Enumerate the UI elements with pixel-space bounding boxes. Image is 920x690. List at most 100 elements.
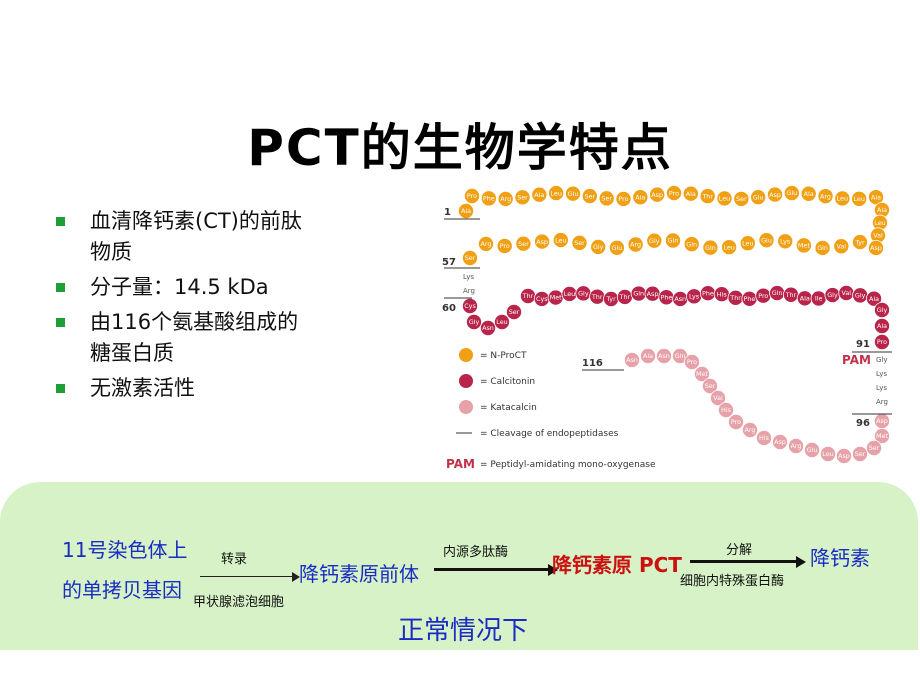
residue-label: Tyr (854, 238, 865, 246)
residue-label: Met (550, 294, 562, 302)
residue-bead (463, 187, 480, 204)
gene-label-line1: 11号染色体上 (62, 538, 188, 562)
residue-bead (514, 189, 531, 206)
bullet-item: 血清降钙素(CT)的前肽 物质 (52, 206, 362, 268)
residue-label: Ile (815, 295, 823, 303)
page-title: PCT的生物学特点 (247, 119, 673, 177)
residue-bead (739, 235, 756, 252)
residue-label: Val (837, 242, 847, 250)
residue-label: Pro (758, 292, 768, 300)
residue-bead (496, 237, 513, 254)
position-number: 116 (582, 358, 603, 369)
residue-label: Ala (643, 352, 653, 360)
residue-label: Met (798, 242, 810, 250)
residue-label: Ala (877, 206, 887, 214)
legend-text: = Katacalcin (480, 403, 537, 413)
residue-label: Leu (496, 318, 507, 326)
residue-bead (873, 302, 890, 319)
residue-bead (783, 185, 800, 202)
residue-label: Thr (522, 292, 534, 300)
residue-label: Pro (877, 338, 887, 346)
residue-bead (755, 429, 772, 446)
residue-label: Gln (633, 290, 644, 298)
residue-label: Leu (874, 219, 885, 227)
pre-pro-calcitonin-label: 降钙素原前体 (299, 562, 419, 586)
residue-bead (478, 235, 495, 252)
residue-bead (646, 232, 663, 249)
flow-caption: 正常情况下 (398, 616, 529, 646)
step-decompose-label: 分解 (726, 543, 753, 558)
residue-bead (851, 445, 868, 462)
residue-label: Lys (780, 237, 791, 245)
residue-bead (851, 234, 868, 251)
residue-bead (741, 421, 758, 438)
residue-bead (665, 185, 682, 202)
residue-label: Thr (785, 291, 797, 299)
residue-label: Asn (674, 295, 686, 303)
residue-label: Thr (729, 294, 741, 302)
step-protease-label: 细胞内特殊蛋白酶 (680, 574, 785, 589)
residue-label: Pro (731, 418, 741, 426)
link-residue-label: Gly (876, 356, 888, 364)
residue-label: Arg (791, 442, 802, 450)
residue-bead (480, 190, 497, 207)
residue-label: Gln (817, 244, 828, 252)
residue-bead (465, 313, 482, 330)
legend-bead-icon (459, 374, 473, 388)
residue-label: His (759, 434, 770, 442)
bullet-item: 无激素活性 (52, 373, 362, 404)
residue-bead (814, 239, 831, 256)
residue-bead (771, 433, 788, 450)
link-residue-label: Lys (876, 384, 887, 392)
residue-label: Thr (591, 293, 603, 301)
residue-label: Ala (800, 294, 810, 302)
residue-bead (699, 188, 716, 205)
residue-label: Glu (761, 236, 772, 244)
residue-bead (693, 365, 710, 382)
residue-label: Glu (807, 446, 818, 454)
link-residue-label: Lys (876, 370, 887, 378)
residue-label: Thr (619, 293, 631, 301)
residue-bead (682, 185, 699, 202)
residue-bead (627, 236, 644, 253)
pct-label: 降钙素原 PCT (552, 553, 682, 577)
bullet-item: 由116个氨基酸组成的 糖蛋白质 (52, 307, 362, 369)
residue-label: Pro (687, 358, 697, 366)
residue-label: Arg (630, 241, 641, 249)
residue-label: Asp (774, 438, 786, 446)
residue-bead (615, 190, 632, 207)
residue-bead (835, 447, 852, 464)
residue-bead (851, 190, 868, 207)
residue-label: Asn (626, 356, 638, 364)
residue-bead (800, 185, 817, 202)
legend-text: = Cleavage of endopeptidases (480, 429, 619, 439)
residue-bead (701, 377, 718, 394)
residue-label: Leu (822, 450, 833, 458)
legend-bead-icon (459, 348, 473, 362)
transcription-arrow-icon (200, 572, 300, 582)
legend-text: = Calcitonin (480, 377, 535, 387)
residue-bead (480, 319, 497, 336)
residue-label: Ala (461, 207, 471, 215)
residue-label: Gly (855, 292, 866, 300)
residue-bead (716, 190, 733, 207)
residue-bead (497, 190, 514, 207)
residue-label: Arg (500, 195, 511, 203)
residue-bead (717, 401, 734, 418)
bullet-list: 血清降钙素(CT)的前肽 物质 分子量：14.5 kDa 由116个氨基酸组成的糖… (52, 206, 362, 408)
residue-bead (733, 190, 750, 207)
residue-label: Ser (855, 450, 866, 458)
decompose-arrow-icon (690, 556, 806, 568)
residue-bead (817, 188, 834, 205)
residue-bead (803, 441, 820, 458)
residue-label: Pro (467, 192, 477, 200)
residue-label: Gly (469, 318, 480, 326)
residue-label: Phe (744, 295, 756, 303)
residue-label: Gly (593, 243, 604, 251)
residue-bead (727, 413, 744, 430)
bullet-square-icon (56, 283, 65, 292)
residue-label: Ser (517, 193, 528, 201)
residue-label: Asp (536, 238, 548, 246)
residue-label: Leu (853, 195, 864, 203)
residue-label: Ser (518, 240, 529, 248)
